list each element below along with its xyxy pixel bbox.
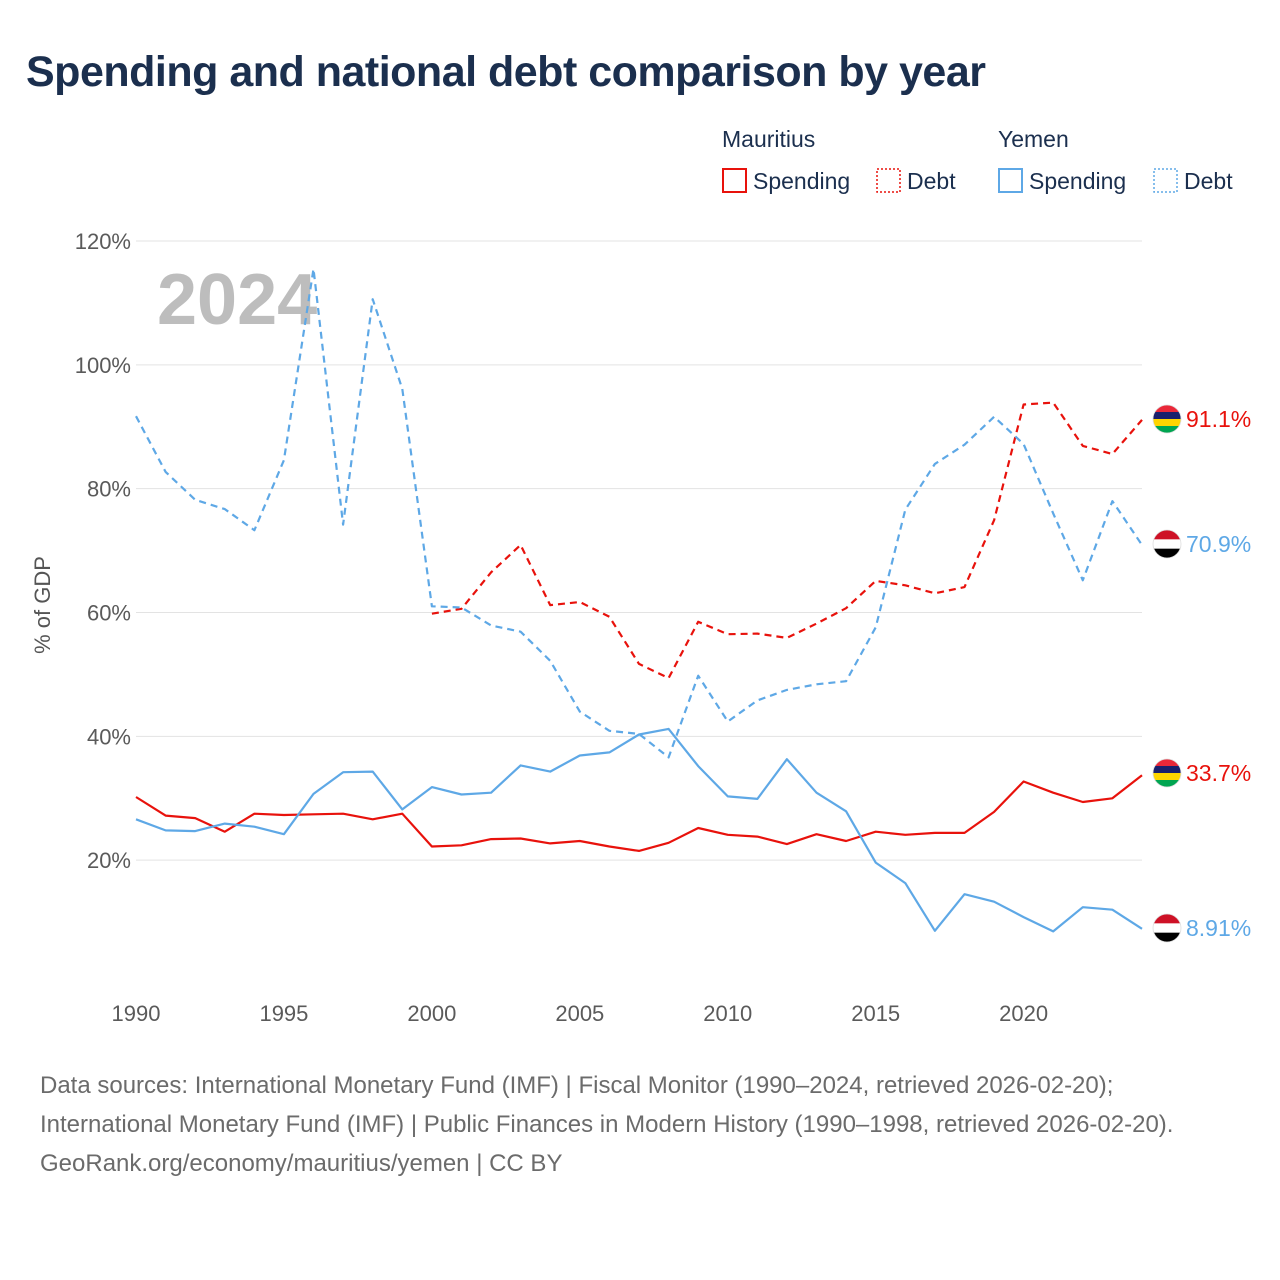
data-sources-text: Data sources: International Monetary Fun… (40, 1072, 1174, 1138)
legend-group-yemen: Yemen (998, 126, 1069, 152)
legend-swatch-mauritius-spending[interactable] (722, 168, 747, 193)
year-watermark: 2024 (157, 260, 317, 340)
flag-icon-mauritius (1152, 404, 1182, 434)
y-tick-label: 20% (87, 848, 131, 873)
end-labels: 33.7% 91.1% 8.91% 70.9% (1152, 404, 1251, 943)
legend-swatch-yemen-spending[interactable] (998, 168, 1023, 193)
end-label-yemen-spending: 8.91% (1186, 915, 1251, 941)
x-tick-label: 2020 (999, 1001, 1048, 1026)
legend-group-mauritius: Mauritius (722, 126, 815, 152)
legend: Mauritius Spending Debt Yemen Spending D… (722, 126, 1233, 194)
sources-footer: Data sources: International Monetary Fun… (40, 1066, 1240, 1183)
legend-swatch-yemen-debt[interactable] (1153, 168, 1178, 193)
flag-icon-mauritius (1152, 758, 1182, 788)
y-tick-label: 120% (75, 229, 131, 254)
legend-swatch-mauritius-debt[interactable] (876, 168, 901, 193)
attribution-link[interactable]: GeoRank.org/economy/mauritius/yemen | CC… (40, 1150, 563, 1177)
series-line-mauritius-spending[interactable] (135, 774, 1143, 853)
y-axis: 20% 40% 60% 80% 100% 120% (75, 229, 131, 873)
y-tick-label: 80% (87, 477, 131, 502)
y-tick-label: 60% (87, 601, 131, 626)
chart: Mauritius Spending Debt Yemen Spending D… (30, 126, 1251, 1026)
legend-label-mauritius-debt[interactable]: Debt (907, 168, 956, 194)
flag-icon-yemen (1152, 913, 1182, 943)
page-title: Spending and national debt comparison by… (26, 48, 986, 96)
series-line-yemen-debt[interactable] (135, 267, 1143, 759)
flag-icon-yemen (1152, 529, 1182, 559)
x-tick-label: 1990 (112, 1001, 161, 1026)
y-axis-label: % of GDP (30, 556, 55, 654)
x-tick-label: 2010 (703, 1001, 752, 1026)
grid-lines (136, 240, 1142, 861)
y-tick-label: 100% (75, 353, 131, 378)
legend-label-mauritius-spending[interactable]: Spending (753, 168, 850, 194)
end-label-mauritius-spending: 33.7% (1186, 760, 1251, 786)
series-line-yemen-spending[interactable] (135, 727, 1143, 933)
x-axis: 1990 1995 2000 2005 2010 2015 2020 (112, 1001, 1049, 1026)
legend-label-yemen-debt[interactable]: Debt (1184, 168, 1233, 194)
x-tick-label: 2005 (555, 1001, 604, 1026)
legend-label-yemen-spending[interactable]: Spending (1029, 168, 1126, 194)
end-label-mauritius-debt: 91.1% (1186, 406, 1251, 432)
series-line-mauritius-debt[interactable] (431, 401, 1143, 680)
series-lines (135, 267, 1143, 933)
x-tick-label: 2000 (407, 1001, 456, 1026)
y-tick-label: 40% (87, 724, 131, 749)
end-label-yemen-debt: 70.9% (1186, 531, 1251, 557)
x-tick-label: 2015 (851, 1001, 900, 1026)
x-tick-label: 1995 (259, 1001, 308, 1026)
